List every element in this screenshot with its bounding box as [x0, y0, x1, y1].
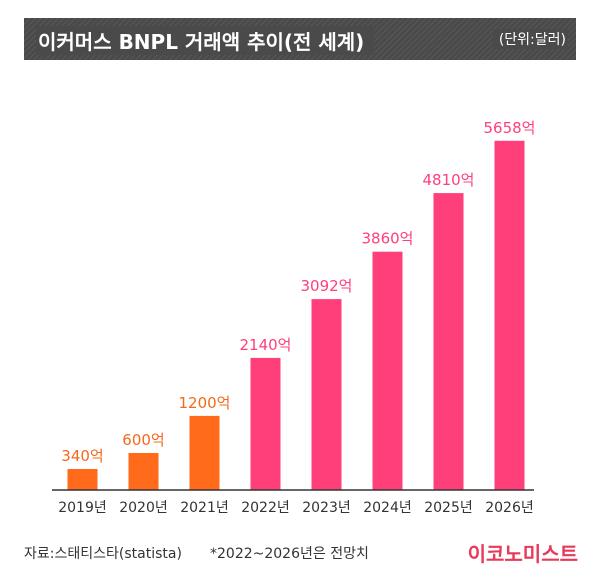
title-bar: 이커머스 BNPL 거래액 추이(전 세계) (단위:달러): [24, 18, 576, 60]
x-tick-label-4: 2023년: [302, 500, 351, 516]
data-label-0: 340억: [61, 447, 103, 465]
bar-6: [433, 193, 464, 490]
chart-title: 이커머스 BNPL 거래액 추이(전 세계): [36, 26, 375, 55]
data-label-5: 3860억: [362, 230, 414, 248]
data-label-7: 5658억: [484, 119, 536, 137]
data-label-3: 2140억: [240, 336, 292, 354]
bar-1: [128, 453, 159, 490]
x-tick-label-0: 2019년: [58, 500, 107, 516]
bar-7: [494, 140, 525, 491]
bar-5: [372, 251, 403, 490]
x-tick-label-3: 2022년: [241, 500, 290, 516]
data-label-1: 600억: [122, 431, 164, 449]
source-note: 자료:스태티스타(statista): [24, 546, 182, 562]
unit-label: (단위:달러): [492, 29, 568, 49]
bar-0: [67, 469, 98, 490]
bar-3: [250, 357, 281, 490]
data-label-6: 4810억: [423, 171, 475, 189]
bar-2: [189, 415, 220, 490]
forecast-note: *2022~2026년은 전망치: [210, 546, 369, 562]
x-tick-label-2: 2021년: [180, 500, 229, 516]
brand-logo: 이코노미스트: [467, 542, 578, 566]
x-tick-label-1: 2020년: [119, 500, 168, 516]
x-tick-label-5: 2024년: [363, 500, 412, 516]
data-label-2: 1200억: [179, 394, 231, 412]
x-tick-label-6: 2025년: [424, 500, 473, 516]
bar-4: [311, 299, 342, 490]
x-tick-label-7: 2026년: [485, 500, 534, 516]
data-label-4: 3092억: [301, 277, 353, 295]
